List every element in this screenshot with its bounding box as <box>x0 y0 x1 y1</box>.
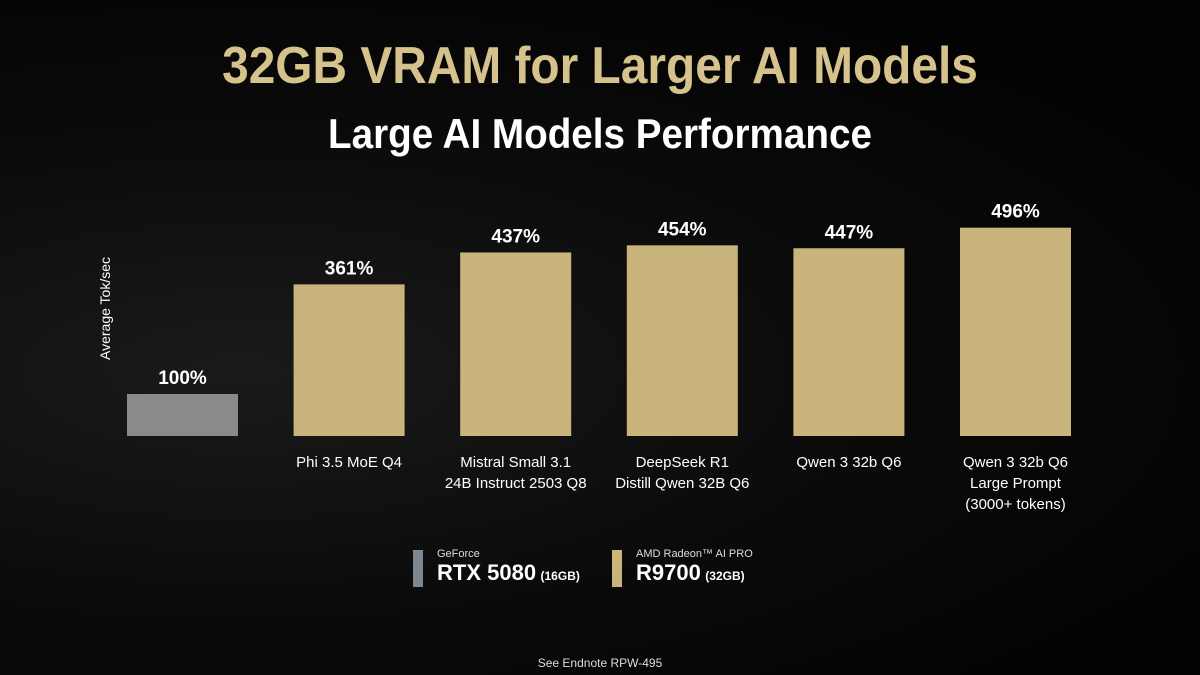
legend-brand: GeForce <box>437 548 480 560</box>
data-label: 454% <box>658 219 707 240</box>
bar <box>460 252 572 436</box>
data-label: 437% <box>491 226 540 247</box>
bar <box>793 248 905 436</box>
legend-model: R9700 <box>636 560 701 585</box>
category-label: Large Prompt <box>970 475 1062 492</box>
footnote: See Endnote RPW-495 <box>537 656 663 670</box>
legend-memory: (16GB) <box>540 569 580 583</box>
bar <box>127 394 238 436</box>
bar <box>960 227 1071 436</box>
bar <box>626 245 738 436</box>
category-label: DeepSeek R1 <box>636 454 729 471</box>
legend-swatch <box>612 550 622 587</box>
legend-swatch <box>413 550 423 587</box>
category-label: 24B Instruct 2503 Q8 <box>445 475 587 492</box>
legend-memory: (32GB) <box>705 569 745 583</box>
category-label: (3000+ tokens) <box>965 496 1065 513</box>
main-title: 32GB VRAM for Larger AI Models <box>222 37 978 95</box>
chart-subtitle: Large AI Models Performance <box>328 110 872 157</box>
category-label: Qwen 3 32b Q6 <box>963 454 1068 471</box>
data-label: 361% <box>325 258 374 279</box>
data-label: 100% <box>158 368 207 389</box>
data-label: 447% <box>825 222 874 243</box>
legend-model: RTX 5080 <box>437 560 537 585</box>
data-label: 496% <box>991 202 1040 223</box>
bar <box>293 284 405 436</box>
legend-item-r9700: AMD Radeon™ AI PRO R9700 (32GB) <box>612 548 753 587</box>
y-axis-label: Average Tok/sec <box>97 257 113 360</box>
legend-brand: AMD Radeon™ AI PRO <box>636 548 753 560</box>
category-label: Phi 3.5 MoE Q4 <box>296 454 402 471</box>
legend-item-rtx5080: GeForce RTX 5080 (16GB) <box>413 548 580 587</box>
category-label: Distill Qwen 32B Q6 <box>615 475 749 492</box>
category-label: Mistral Small 3.1 <box>460 454 571 471</box>
category-label: Qwen 3 32b Q6 <box>796 454 901 471</box>
